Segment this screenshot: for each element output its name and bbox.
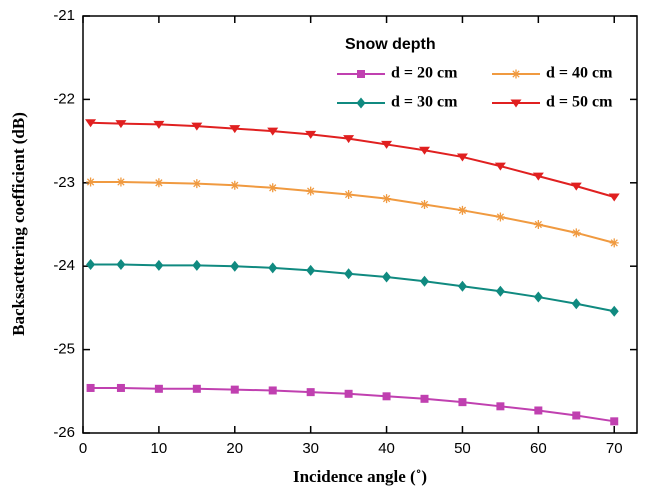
marker — [571, 298, 581, 310]
marker — [230, 180, 240, 190]
series-line — [90, 180, 615, 244]
marker — [116, 383, 125, 392]
x-tick-label: 20 — [226, 440, 243, 457]
marker — [116, 177, 126, 187]
marker — [343, 135, 355, 144]
y-tick-label: -23 — [53, 174, 75, 191]
marker — [511, 69, 521, 79]
marker — [534, 406, 543, 415]
legend-title: Snow depth — [345, 36, 436, 53]
marker — [86, 259, 96, 271]
marker — [306, 264, 316, 276]
x-tick-label: 50 — [454, 440, 471, 457]
marker — [268, 262, 278, 274]
marker — [533, 220, 543, 229]
marker — [344, 389, 353, 398]
marker — [532, 172, 544, 181]
marker — [192, 259, 202, 271]
marker — [496, 402, 505, 411]
marker — [192, 384, 201, 393]
marker — [344, 189, 354, 199]
legend-label: d = 50 cm — [546, 94, 613, 111]
marker — [533, 291, 543, 303]
marker — [268, 386, 277, 395]
marker — [86, 177, 96, 187]
x-axis-label: Incidence angle (˚) — [293, 467, 427, 486]
marker — [230, 385, 239, 394]
y-tick-label: -22 — [53, 90, 75, 107]
x-tick-label: 0 — [79, 440, 87, 457]
marker — [153, 120, 165, 129]
marker — [267, 127, 279, 136]
marker — [608, 193, 620, 202]
marker — [609, 305, 619, 317]
legend-label: d = 40 cm — [546, 65, 613, 82]
marker — [85, 119, 97, 128]
marker — [268, 183, 278, 193]
marker — [495, 285, 505, 297]
marker — [610, 417, 619, 426]
marker — [116, 259, 126, 271]
marker — [154, 384, 163, 393]
marker — [381, 140, 393, 149]
marker — [305, 130, 317, 139]
marker — [510, 99, 522, 108]
marker — [382, 271, 392, 283]
series-line — [90, 121, 615, 198]
marker — [230, 260, 240, 272]
marker — [229, 125, 241, 134]
marker — [457, 205, 467, 215]
x-tick-label: 30 — [302, 440, 319, 457]
x-tick-label: 40 — [378, 440, 395, 457]
legend-label: d = 20 cm — [391, 65, 458, 82]
y-tick-label: -25 — [53, 341, 75, 358]
marker — [115, 120, 127, 129]
marker — [420, 394, 429, 403]
y-tick-label: -21 — [53, 7, 75, 24]
marker — [86, 383, 95, 392]
marker — [494, 162, 506, 171]
plot-frame — [82, 15, 638, 434]
series-line — [90, 263, 615, 313]
marker — [356, 97, 366, 109]
marker — [306, 186, 316, 196]
marker — [570, 182, 582, 191]
marker — [344, 268, 354, 280]
marker — [571, 228, 581, 238]
y-tick-label: -26 — [53, 424, 75, 441]
marker — [357, 70, 365, 78]
x-tick-label: 70 — [606, 440, 623, 457]
x-tick-label: 60 — [530, 440, 547, 457]
marker — [495, 212, 505, 222]
marker — [191, 122, 203, 131]
marker — [419, 146, 431, 155]
x-tick-label: 10 — [151, 440, 168, 457]
marker — [458, 398, 467, 407]
y-tick-label: -24 — [53, 257, 75, 274]
marker — [382, 194, 392, 204]
marker — [154, 178, 164, 188]
marker — [154, 259, 164, 271]
marker — [572, 411, 581, 420]
marker — [609, 238, 619, 248]
y-axis-label: Backsacttering coefficient (dB) — [9, 112, 28, 336]
marker — [306, 388, 315, 397]
legend-label: d = 30 cm — [391, 94, 458, 111]
marker — [456, 153, 468, 162]
marker — [420, 275, 430, 287]
marker — [382, 392, 391, 401]
marker — [457, 280, 467, 292]
marker — [192, 179, 202, 189]
marker — [420, 199, 430, 209]
